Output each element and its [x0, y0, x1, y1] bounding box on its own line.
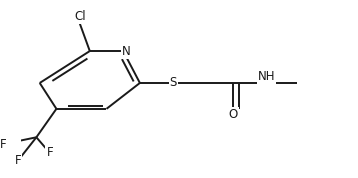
Text: F: F	[47, 146, 53, 159]
Text: F: F	[15, 154, 21, 167]
Text: Cl: Cl	[74, 10, 86, 23]
Text: NH: NH	[258, 70, 276, 83]
Text: N: N	[121, 44, 130, 57]
Text: F: F	[0, 138, 6, 151]
Text: S: S	[170, 77, 177, 90]
Text: O: O	[229, 108, 238, 121]
